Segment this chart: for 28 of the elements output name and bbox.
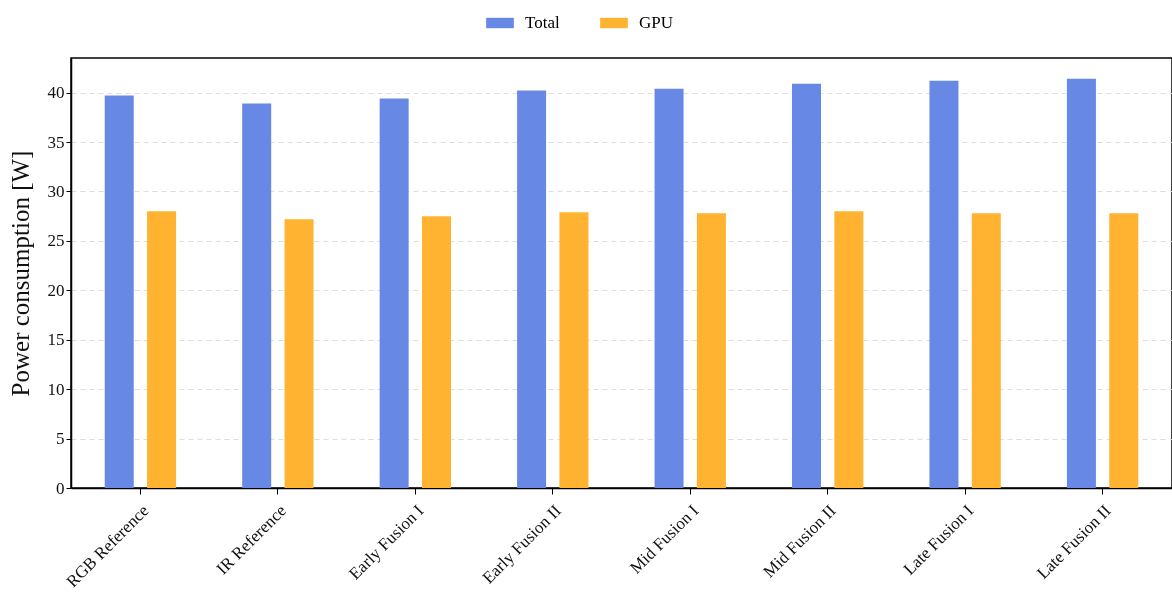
y-tick-label: 15	[47, 330, 65, 350]
bar	[559, 212, 589, 488]
bar	[1109, 213, 1139, 488]
y-tick-label: 10	[47, 379, 65, 399]
bar	[147, 211, 177, 488]
bar	[104, 95, 134, 488]
y-axis-title: Power consumption [W]	[6, 150, 34, 397]
legend-label: Total	[525, 13, 560, 32]
y-tick-label: 30	[47, 181, 65, 201]
bar	[929, 80, 959, 488]
legend-label: GPU	[639, 13, 674, 32]
bar	[654, 88, 684, 488]
y-tick-label: 25	[47, 231, 65, 251]
bar	[422, 216, 451, 488]
y-tick-label: 0	[56, 478, 65, 498]
bar	[834, 211, 864, 488]
bar	[379, 98, 409, 488]
y-tick-label: 20	[47, 280, 65, 300]
bar	[971, 213, 1001, 488]
bar	[792, 83, 821, 488]
y-tick-label: 35	[47, 132, 65, 152]
bar	[284, 219, 314, 488]
y-tick-label: 5	[56, 429, 65, 449]
bar	[1066, 78, 1096, 488]
bar	[517, 90, 547, 488]
bar	[696, 213, 726, 488]
y-tick-label: 40	[47, 83, 65, 103]
bar	[242, 103, 272, 488]
